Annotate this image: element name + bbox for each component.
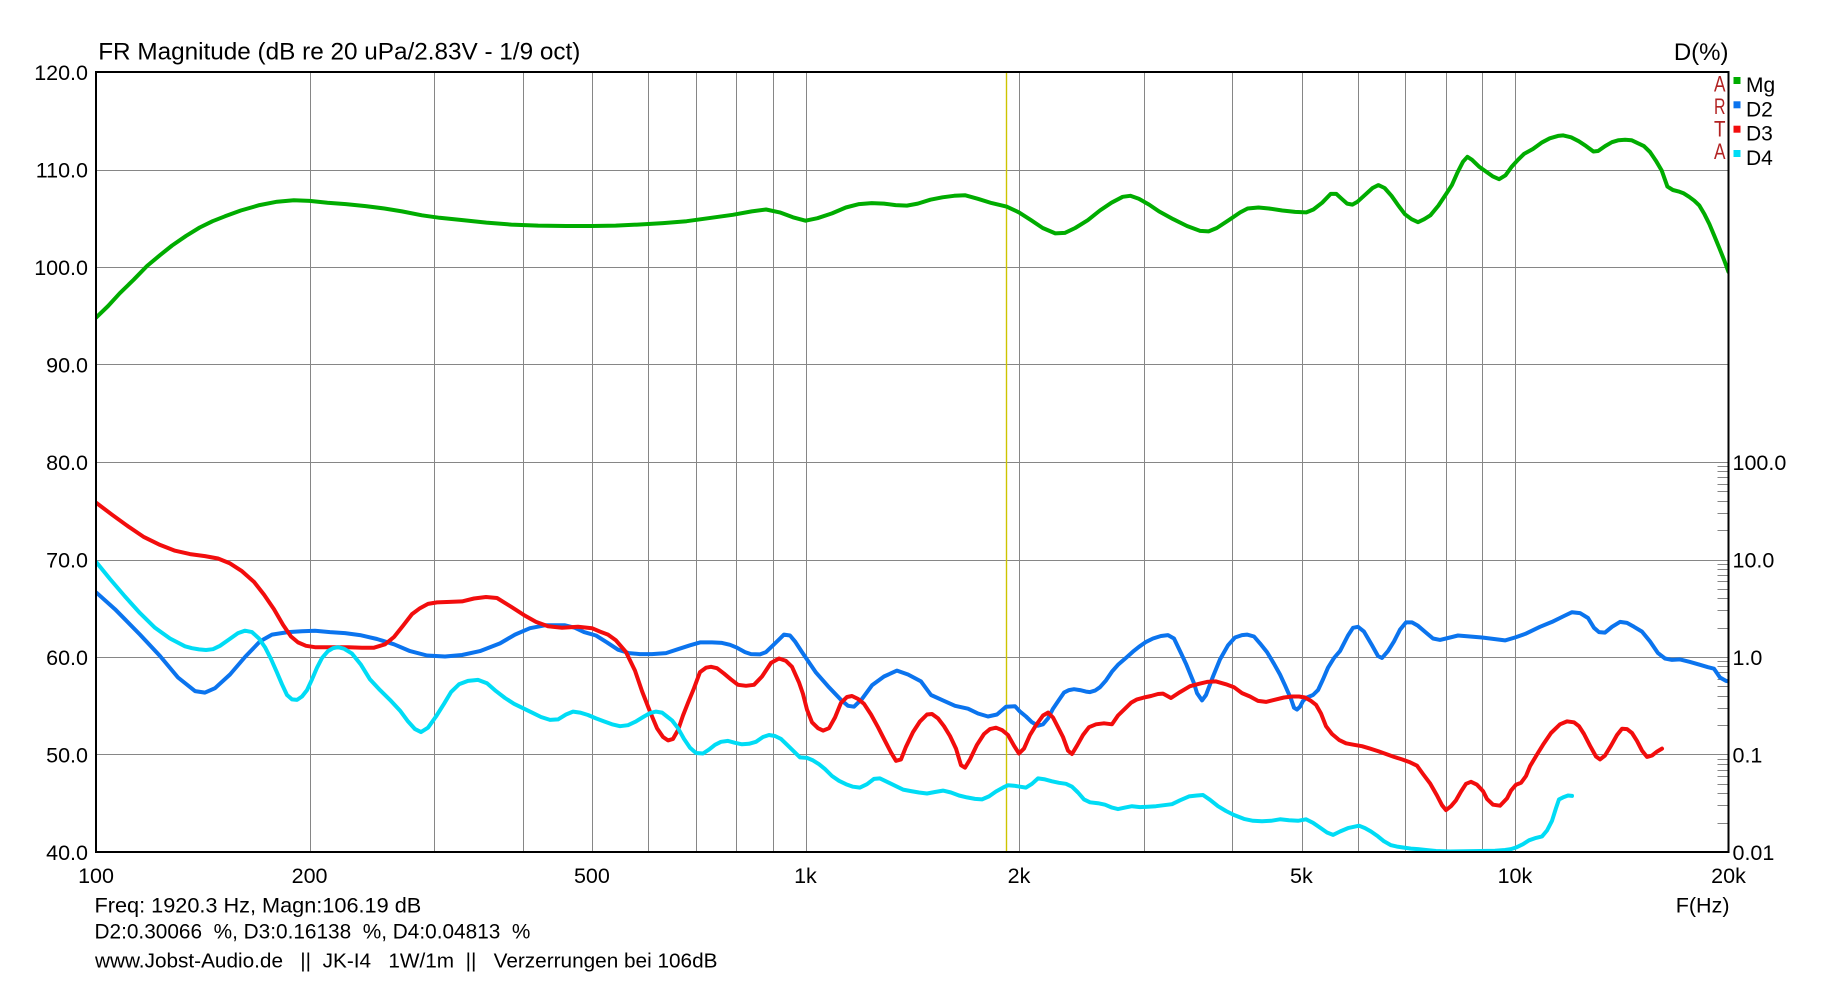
svg-text:100.0: 100.0 — [34, 256, 88, 280]
svg-text:120.0: 120.0 — [34, 61, 88, 85]
svg-text:100.0: 100.0 — [1733, 451, 1787, 475]
svg-text:D(%): D(%) — [1674, 39, 1729, 66]
svg-text:1k: 1k — [794, 864, 817, 888]
svg-text:D4: D4 — [1746, 147, 1773, 170]
svg-text:FR Magnitude (dB re 20 uPa/2.8: FR Magnitude (dB re 20 uPa/2.83V - 1/9 o… — [98, 39, 580, 66]
svg-text:www.Jobst-Audio.de || JK-I4: www.Jobst-Audio.de || JK-I4 1W/1m || Ver… — [94, 949, 717, 972]
svg-text:500: 500 — [574, 864, 610, 888]
svg-text:40.0: 40.0 — [46, 841, 88, 865]
svg-text:A: A — [1714, 139, 1726, 164]
svg-text:D2:0.30066 %, D3:0.16138 %,: D2:0.30066 %, D3:0.16138 %, D4:0.04813 % — [95, 921, 531, 944]
svg-text:10k: 10k — [1498, 864, 1533, 888]
svg-text:5k: 5k — [1290, 864, 1313, 888]
svg-text:60.0: 60.0 — [46, 646, 88, 670]
svg-text:110.0: 110.0 — [36, 158, 88, 182]
svg-text:R: R — [1714, 94, 1726, 119]
svg-text:2k: 2k — [1008, 864, 1031, 888]
svg-text:D2: D2 — [1746, 98, 1773, 121]
svg-text:200: 200 — [292, 864, 328, 888]
svg-text:80.0: 80.0 — [46, 451, 88, 475]
svg-text:Mg: Mg — [1746, 74, 1775, 97]
svg-text:90.0: 90.0 — [46, 353, 88, 377]
svg-text:A: A — [1714, 72, 1726, 97]
svg-text:D3: D3 — [1746, 123, 1773, 146]
svg-text:F(Hz): F(Hz) — [1676, 894, 1730, 918]
svg-text:20k: 20k — [1711, 864, 1746, 888]
svg-text:1.0: 1.0 — [1733, 646, 1763, 670]
svg-text:50.0: 50.0 — [46, 743, 88, 767]
svg-text:0.1: 0.1 — [1733, 743, 1763, 767]
svg-text:T: T — [1714, 117, 1726, 142]
svg-text:0.01: 0.01 — [1733, 841, 1775, 865]
svg-text:Freq: 1920.3 Hz, Magn:106.19 d: Freq: 1920.3 Hz, Magn:106.19 dB — [95, 893, 422, 918]
svg-text:100: 100 — [78, 864, 114, 888]
svg-text:70.0: 70.0 — [46, 548, 88, 572]
svg-text:10.0: 10.0 — [1733, 548, 1775, 572]
